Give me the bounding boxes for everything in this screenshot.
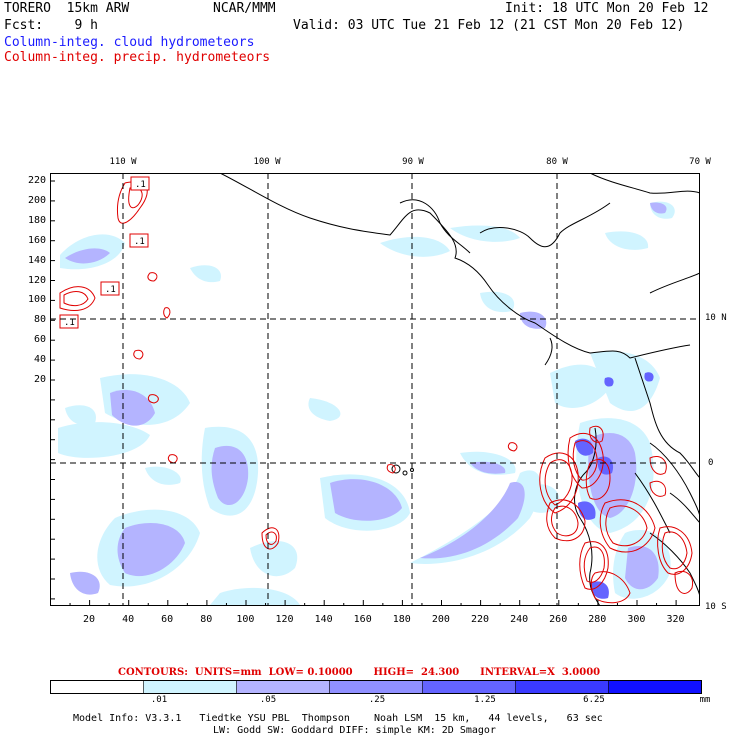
colorbar-cell (236, 680, 330, 694)
left-tick-label: 100 (27, 294, 46, 306)
colorbar-label-125: 1.25 (474, 695, 496, 705)
organization-label: NCAR/MMM (213, 1, 276, 16)
bottom-tick-label: 60 (161, 614, 174, 625)
left-tick-label: 120 (27, 274, 46, 286)
map-frame (50, 173, 700, 606)
bottom-tick-label: 100 (236, 614, 255, 625)
contour-box-3 (100, 281, 120, 296)
left-tick-label: 60 (33, 334, 46, 346)
colorbar-label-005: .05 (259, 695, 277, 705)
colorbar-cell (515, 680, 609, 694)
contour-label-boxes (59, 176, 150, 329)
colorbar-cell (50, 680, 144, 694)
bottom-tick-label: 200 (431, 614, 450, 625)
lon-label-70w: 70 W (689, 157, 711, 167)
colorbar-cell (608, 680, 702, 694)
bottom-tick-label: 80 (200, 614, 213, 625)
model-title: TORERO 15km ARW (4, 1, 130, 16)
lat-label-0: 0 (708, 458, 714, 468)
bottom-tick-label: 120 (275, 614, 294, 625)
bottom-tick-label: 40 (122, 614, 135, 625)
colorbar-cell (422, 680, 516, 694)
precip-contours (59, 181, 694, 604)
lat-label-10n: 10 N (705, 313, 727, 323)
contour-label-3: .1 (105, 285, 116, 295)
bottom-tick-label: 320 (666, 614, 685, 625)
contour-box-4 (59, 314, 79, 329)
forecast-map: .1 .1 .1 .1 (50, 173, 700, 606)
left-tick-label: 40 (33, 354, 46, 366)
left-tick-label: 180 (27, 214, 46, 226)
bottom-tick-label: 140 (314, 614, 333, 625)
contour-label-1: .1 (135, 180, 146, 190)
bottom-tick-label: 260 (549, 614, 568, 625)
bottom-tick-label: 240 (510, 614, 529, 625)
left-tick-label: 200 (27, 194, 46, 206)
lon-label-110w: 110 W (109, 157, 137, 167)
contour-box-2 (129, 233, 149, 248)
left-tick-label: 220 (27, 175, 46, 186)
lon-label-90w: 90 W (402, 157, 424, 167)
init-time: Init: 18 UTC Mon 20 Feb 12 (505, 1, 709, 16)
colorbar-label-025: .25 (368, 695, 386, 705)
left-tick-label: 160 (27, 234, 46, 246)
coastlines (219, 173, 700, 606)
colorbar-cell (143, 680, 237, 694)
colorbar (50, 680, 702, 694)
left-tick-label: 140 (27, 254, 46, 266)
cloud-shading-medium (65, 202, 667, 595)
bottom-tick-label: 160 (353, 614, 372, 625)
model-info-line1: Model Info: V3.3.1 Tiedtke YSU PBL Thomp… (73, 713, 603, 724)
left-tick-label: 80 (33, 314, 46, 326)
lon-label-100w: 100 W (253, 157, 281, 167)
field-precip-label: Column-integ. precip. hydrometeors (4, 50, 271, 65)
left-tick-label: 20 (33, 374, 46, 385)
bottom-tick-label: 180 (392, 614, 411, 625)
valid-time: Valid: 03 UTC Tue 21 Feb 12 (21 CST Mon … (293, 18, 685, 33)
colorbar-cell (329, 680, 423, 694)
lat-label-10s: 10 S (705, 602, 727, 612)
contour-label-4: .1 (64, 318, 75, 328)
field-cloud-label: Column-integ. cloud hydrometeors (4, 35, 255, 50)
bottom-tick-label: 20 (82, 614, 96, 625)
colorbar-frame (50, 680, 702, 694)
contour-info: CONTOURS: UNITS=mm LOW= 0.10000 HIGH= 24… (118, 667, 601, 678)
tick-marks (50, 180, 677, 606)
lon-label-80w: 80 W (546, 157, 568, 167)
bottom-tick-label: 220 (470, 614, 490, 625)
colorbar-unit: mm (699, 695, 711, 705)
latlon-grid (50, 173, 700, 606)
colorbar-label-625: 6.25 (583, 695, 605, 705)
contour-label-2: .1 (134, 237, 145, 247)
forecast-hour: Fcst: 9 h (4, 18, 98, 33)
bottom-tick-label: 300 (627, 614, 646, 625)
colorbar-label-001: .01 (150, 695, 168, 705)
contour-box-1 (130, 176, 150, 191)
bottom-tick-label: 280 (588, 614, 607, 625)
model-info-line2: LW: Godd SW: Goddard DIFF: simple KM: 2D… (213, 725, 496, 736)
